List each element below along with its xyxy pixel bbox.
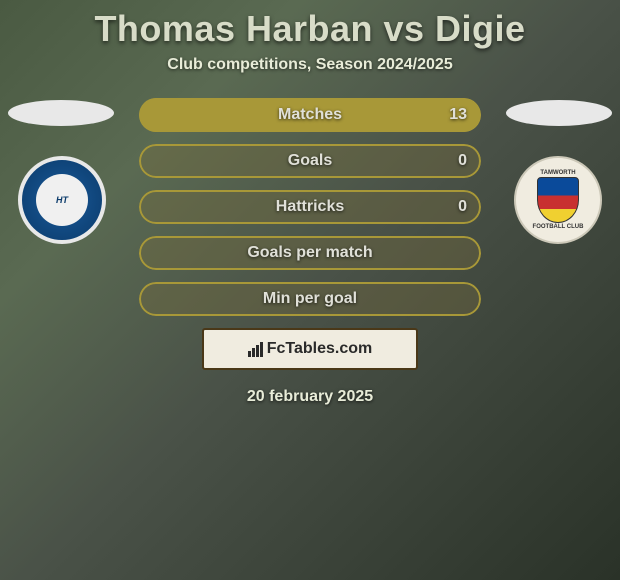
watermark: FcTables.com — [202, 328, 418, 370]
stat-bar: Hattricks 0 — [139, 190, 481, 224]
halifax-logo-text: HT — [36, 174, 88, 226]
stat-bar: Goals 0 — [139, 144, 481, 178]
stat-bar: Matches 13 — [139, 98, 481, 132]
stat-label: Matches — [278, 106, 342, 124]
chart-icon — [248, 342, 263, 357]
tamworth-shield-icon — [537, 177, 579, 223]
stat-value-right: 0 — [458, 152, 467, 170]
stat-label: Min per goal — [263, 290, 357, 308]
club-logo-left: HT — [18, 156, 106, 244]
stat-label: Hattricks — [276, 198, 344, 216]
page-title: Thomas Harban vs Digie — [0, 8, 620, 50]
date-label: 20 february 2025 — [0, 388, 620, 406]
stats-container: Matches 13 Goals 0 Hattricks 0 Goals per match… — [139, 98, 481, 316]
stat-label: Goals per match — [247, 244, 372, 262]
tamworth-logo-icon: TAMWORTH FOOTBALL CLUB — [514, 156, 602, 244]
player-silhouette-left — [8, 100, 114, 126]
tamworth-top-text: TAMWORTH — [540, 170, 575, 176]
stat-bar: Min per goal — [139, 282, 481, 316]
stat-value-right: 13 — [449, 106, 467, 124]
comparison-content: HT TAMWORTH FOOTBALL CLUB Matches 13 Goals… — [0, 98, 620, 406]
halifax-logo-icon: HT — [18, 156, 106, 244]
stat-value-right: 0 — [458, 198, 467, 216]
tamworth-bottom-text: FOOTBALL CLUB — [533, 224, 584, 230]
player-silhouette-right — [506, 100, 612, 126]
header: Thomas Harban vs Digie Club competitions… — [0, 0, 620, 74]
watermark-text: FcTables.com — [267, 340, 373, 358]
stat-label: Goals — [288, 152, 332, 170]
club-logo-right: TAMWORTH FOOTBALL CLUB — [514, 156, 602, 244]
subtitle: Club competitions, Season 2024/2025 — [0, 56, 620, 74]
stat-bar: Goals per match — [139, 236, 481, 270]
